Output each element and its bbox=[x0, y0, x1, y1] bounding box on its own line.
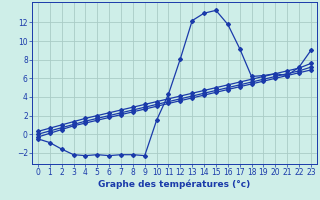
X-axis label: Graphe des températures (°c): Graphe des températures (°c) bbox=[98, 180, 251, 189]
